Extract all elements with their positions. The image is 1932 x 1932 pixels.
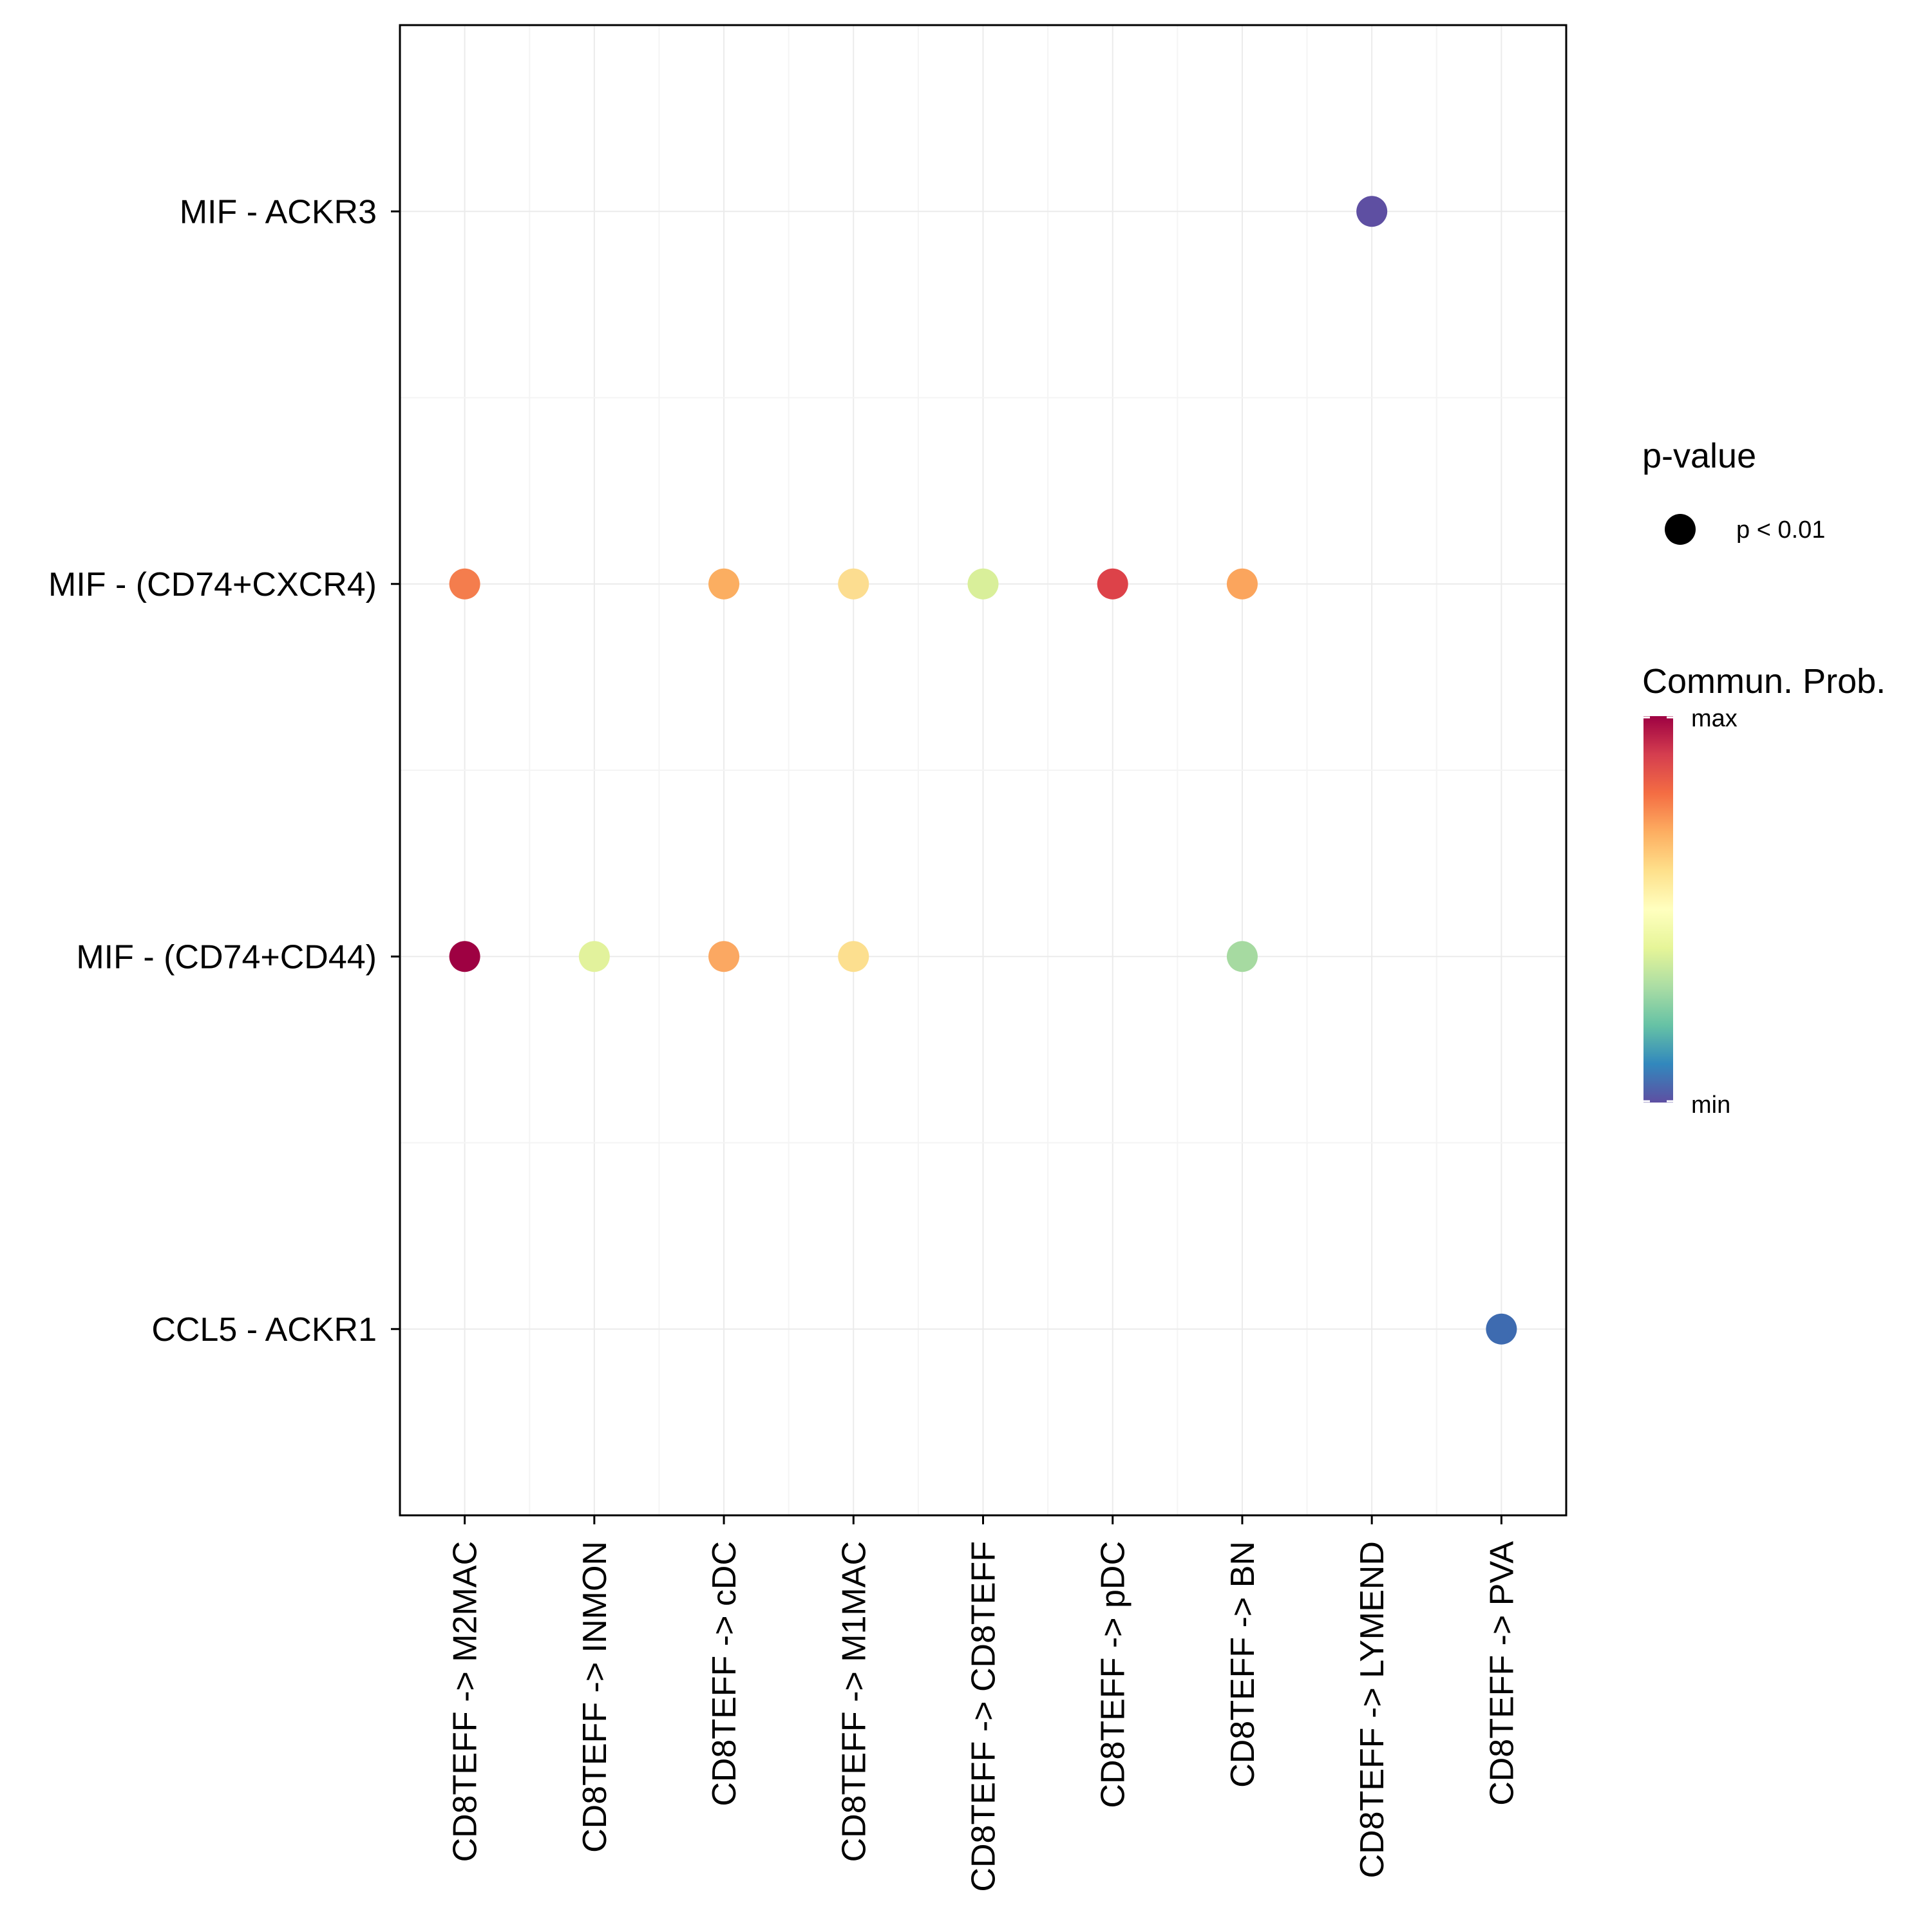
data-point: [1226, 568, 1258, 600]
data-point: [1486, 1313, 1517, 1345]
data-point: [838, 568, 869, 600]
data-point: [449, 941, 480, 972]
x-tick-label: CD8TEFF -> M1MAC: [835, 1541, 873, 1862]
data-point: [1097, 568, 1128, 600]
y-tick-label: MIF - (CD74+CXCR4): [48, 566, 377, 603]
x-tick-label: CD8TEFF -> PVA: [1483, 1541, 1520, 1806]
y-tick-label: CCL5 - ACKR1: [151, 1311, 377, 1349]
data-point: [449, 568, 480, 600]
x-tick-label: CD8TEFF -> LYMEND: [1354, 1541, 1391, 1878]
data-points: [449, 196, 1517, 1345]
colorbar-min-label: min: [1691, 1092, 1730, 1119]
data-point: [1356, 196, 1388, 227]
x-tick-label: CD8TEFF -> cDC: [706, 1541, 743, 1806]
data-point: [578, 941, 610, 972]
colorbar: [1643, 716, 1673, 1103]
grid: [400, 25, 1566, 1515]
x-tick-label: CD8TEFF -> BN: [1224, 1541, 1262, 1788]
pvalue-legend-title: p-value: [1642, 437, 1756, 475]
data-point: [1226, 941, 1258, 972]
y-axis: MIF - ACKR3 MIF - (CD74+CXCR4) MIF - (CD74…: [48, 193, 400, 1349]
x-tick-label: CD8TEFF -> CD8TEFF: [965, 1541, 1003, 1892]
x-tick-label: CD8TEFF -> M2MAC: [447, 1541, 484, 1862]
x-axis: CD8TEFF -> M2MAC CD8TEFF -> INMON CD8TEFF …: [447, 1515, 1520, 1892]
data-point: [967, 568, 999, 600]
x-tick-label: CD8TEFF -> INMON: [576, 1541, 614, 1853]
data-point: [838, 941, 869, 972]
colorbar-legend-title: Commun. Prob.: [1642, 662, 1886, 701]
y-tick-label: MIF - (CD74+CD44): [76, 938, 377, 976]
pvalue-legend-dot: [1665, 514, 1696, 545]
data-point: [708, 941, 740, 972]
data-point: [708, 568, 740, 600]
x-tick-label: CD8TEFF -> pDC: [1095, 1541, 1132, 1808]
y-tick-label: MIF - ACKR3: [180, 193, 377, 231]
pvalue-legend-label: p < 0.01: [1736, 516, 1825, 544]
colorbar-max-label: max: [1691, 705, 1738, 732]
legend: p-value p < 0.01 Commun. Prob. max min: [1642, 437, 1886, 1119]
